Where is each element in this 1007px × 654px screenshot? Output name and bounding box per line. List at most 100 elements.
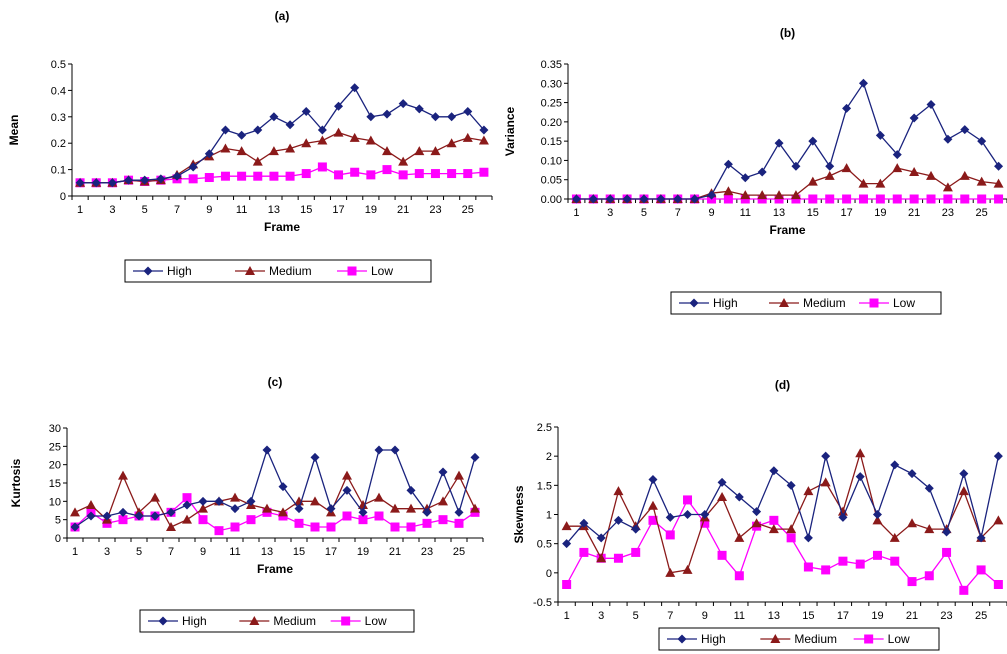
legend-item-medium: Medium — [239, 614, 316, 628]
data-point — [588, 194, 598, 204]
data-point — [757, 167, 767, 177]
y-tick-label: 0.1 — [51, 165, 66, 177]
data-point — [262, 503, 272, 513]
chart-panel-2: (b)0.000.050.100.150.200.250.300.351 3 5 7 9… — [503, 26, 1007, 315]
data-point — [700, 510, 710, 519]
data-point — [350, 167, 360, 177]
data-point — [374, 445, 384, 455]
data-point — [237, 130, 247, 140]
data-point — [285, 171, 295, 181]
data-point — [596, 553, 607, 563]
data-point — [889, 532, 900, 542]
data-point — [855, 559, 865, 569]
data-point — [454, 518, 464, 528]
x-tick-label: 15 — [293, 546, 305, 558]
data-point — [808, 194, 818, 204]
x-tick-label: 13 — [261, 546, 273, 558]
legend-item-high: High — [133, 264, 192, 278]
data-point — [960, 125, 970, 135]
data-point — [269, 112, 279, 122]
data-point — [406, 522, 416, 532]
data-point — [382, 165, 392, 175]
data-point — [740, 173, 750, 183]
data-point — [631, 524, 641, 534]
legend-marker — [770, 634, 781, 643]
data-point — [220, 171, 230, 181]
data-point — [837, 506, 848, 516]
data-point — [977, 194, 987, 204]
data-point — [358, 507, 368, 517]
data-point — [858, 194, 868, 204]
legend-item-medium: Medium — [760, 632, 837, 646]
data-point — [786, 480, 796, 490]
data-point — [438, 467, 448, 477]
data-point — [446, 138, 457, 148]
data-point — [909, 113, 919, 123]
data-point — [479, 167, 489, 177]
data-point — [959, 469, 969, 479]
y-tick-label: 5 — [55, 515, 61, 527]
legend: High Medium Low — [139, 609, 415, 633]
data-point — [613, 553, 623, 563]
data-point — [717, 550, 727, 560]
y-tick-label: 0.5 — [51, 59, 66, 71]
x-axis-title: Frame — [257, 562, 293, 576]
data-point — [892, 194, 902, 204]
data-point — [976, 565, 986, 575]
data-point — [198, 515, 208, 525]
data-point — [406, 503, 416, 513]
series-line-high — [74, 448, 476, 528]
data-point — [414, 104, 424, 114]
legend-label: High — [182, 614, 207, 628]
x-tick-label: 5 — [641, 207, 647, 219]
legend-marker — [864, 634, 874, 644]
legend-label: Low — [365, 614, 387, 628]
x-tick-label: 7 — [168, 546, 174, 558]
data-point — [447, 112, 457, 122]
series-line-high — [80, 86, 485, 184]
data-point — [182, 493, 192, 503]
data-point — [398, 156, 409, 166]
data-point — [613, 486, 624, 496]
data-point — [774, 138, 784, 148]
y-tick-label: 0.35 — [541, 59, 562, 71]
x-tick-label: 17 — [325, 546, 337, 558]
data-point — [723, 186, 734, 196]
data-point — [605, 194, 615, 204]
data-point — [246, 515, 256, 525]
data-point — [326, 522, 336, 532]
data-point — [253, 125, 263, 135]
data-point — [334, 170, 344, 180]
data-point — [430, 146, 441, 156]
series-high — [571, 78, 1004, 204]
data-point — [342, 511, 352, 521]
data-point — [390, 522, 400, 532]
data-point — [430, 169, 440, 179]
data-point — [909, 167, 920, 176]
data-point — [907, 518, 918, 528]
data-point — [924, 571, 934, 581]
data-point — [310, 496, 320, 506]
legend: High Medium Low — [658, 627, 940, 651]
y-tick-label: 0.30 — [541, 78, 562, 90]
data-point — [253, 171, 263, 181]
x-tick-label: 25 — [462, 204, 474, 216]
data-point — [807, 176, 818, 186]
y-tick-label: 0 — [60, 191, 66, 203]
data-point — [943, 134, 953, 144]
series-line-medium — [576, 167, 999, 200]
data-point — [665, 530, 675, 540]
data-point — [366, 112, 376, 122]
data-point — [665, 567, 676, 577]
data-point — [334, 101, 344, 111]
data-point — [86, 500, 96, 509]
data-point — [438, 496, 448, 506]
data-point — [214, 526, 224, 536]
data-point — [717, 477, 727, 487]
data-point — [665, 512, 675, 522]
data-point — [993, 178, 1004, 188]
data-point — [683, 510, 693, 519]
chart-title: (d) — [775, 378, 790, 392]
data-point — [75, 178, 85, 188]
